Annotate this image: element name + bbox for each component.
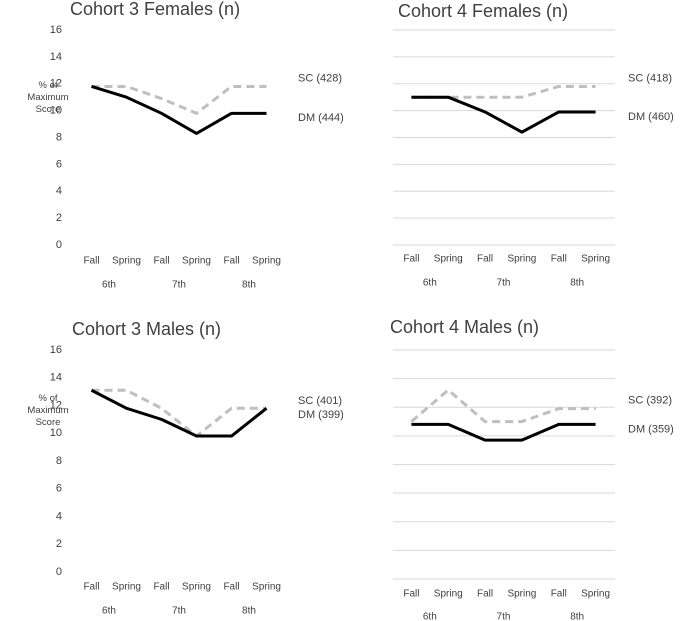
- y-tick-label: 6: [56, 158, 62, 170]
- series-label: SC (428): [298, 72, 342, 84]
- group-label: 8th: [242, 606, 256, 617]
- series-label: SC (418): [628, 72, 672, 84]
- x-tick-label: Fall: [223, 256, 239, 267]
- series-line: [91, 388, 267, 438]
- y-tick-label: 0: [56, 239, 62, 251]
- x-tick-label: Spring: [112, 582, 141, 593]
- y-tick-label: 14: [50, 51, 62, 63]
- y-tick-label: 6: [56, 483, 62, 495]
- series-label: DM (460): [628, 111, 674, 123]
- y-tick-label: 12: [50, 399, 62, 411]
- x-tick-label: Spring: [252, 256, 281, 267]
- group-label: 6th: [102, 280, 116, 291]
- y-tick-label: 8: [56, 131, 62, 143]
- x-tick-label: Fall: [403, 254, 419, 265]
- x-tick-label: Spring: [252, 582, 281, 593]
- series-line: [411, 422, 596, 442]
- series-line: [90, 388, 268, 438]
- x-tick-label: Fall: [551, 589, 567, 600]
- chart-title: Cohort 4 Males (n): [390, 317, 539, 337]
- x-tick-label: Fall: [551, 254, 567, 265]
- y-axis-label: % of Maximum Score: [27, 80, 69, 115]
- series-label: SC (401): [298, 395, 342, 407]
- x-tick-label: Fall: [83, 256, 99, 267]
- group-label: 6th: [102, 606, 116, 617]
- y-tick-label: 16: [50, 344, 62, 356]
- series-label: DM (444): [298, 112, 344, 124]
- series-label: DM (359): [628, 423, 674, 435]
- series-line: [91, 84, 267, 115]
- x-tick-label: Fall: [477, 589, 493, 600]
- group-label: 6th: [423, 278, 437, 289]
- x-tick-label: Fall: [83, 582, 99, 593]
- x-tick-label: Spring: [581, 254, 610, 265]
- y-tick-label: 10: [50, 105, 62, 117]
- x-tick-label: Fall: [403, 589, 419, 600]
- chart-title: Cohort 3 Males (n): [72, 319, 221, 339]
- x-tick-label: Fall: [153, 256, 169, 267]
- series-line: [410, 388, 596, 424]
- y-tick-label: 2: [56, 212, 62, 224]
- group-label: 8th: [242, 280, 256, 291]
- y-tick-label: 16: [50, 24, 62, 36]
- x-tick-label: Spring: [581, 589, 610, 600]
- y-tick-label: 14: [50, 372, 62, 384]
- series-line: [411, 95, 596, 134]
- y-tick-label: 2: [56, 538, 62, 550]
- group-label: 7th: [172, 606, 186, 617]
- x-tick-label: Spring: [507, 254, 536, 265]
- group-label: 6th: [423, 612, 437, 621]
- group-label: 7th: [172, 280, 186, 291]
- group-label: 7th: [497, 278, 511, 289]
- group-label: 8th: [570, 278, 584, 289]
- x-tick-label: Fall: [153, 582, 169, 593]
- group-label: 8th: [570, 612, 584, 621]
- x-tick-label: Spring: [434, 254, 463, 265]
- y-tick-label: 10: [50, 427, 62, 439]
- x-tick-label: Spring: [182, 582, 211, 593]
- x-tick-label: Fall: [477, 254, 493, 265]
- y-axis-label: % of Maximum Score: [27, 393, 69, 428]
- series-label: DM (399): [298, 409, 344, 421]
- y-tick-label: 12: [50, 78, 62, 90]
- x-tick-label: Fall: [223, 582, 239, 593]
- chart-title: Cohort 4 Females (n): [398, 1, 568, 21]
- x-tick-label: Spring: [507, 589, 536, 600]
- y-tick-label: 4: [56, 185, 62, 197]
- y-tick-label: 4: [56, 510, 62, 522]
- group-label: 7th: [497, 612, 511, 621]
- x-tick-label: Spring: [434, 589, 463, 600]
- chart-title: Cohort 3 Females (n): [70, 0, 240, 19]
- x-tick-label: Spring: [112, 256, 141, 267]
- series-line: [411, 84, 596, 99]
- series-line: [91, 85, 267, 135]
- series-label: SC (392): [628, 395, 672, 407]
- x-tick-label: Spring: [182, 256, 211, 267]
- y-tick-label: 8: [56, 455, 62, 467]
- y-tick-label: 0: [56, 566, 62, 578]
